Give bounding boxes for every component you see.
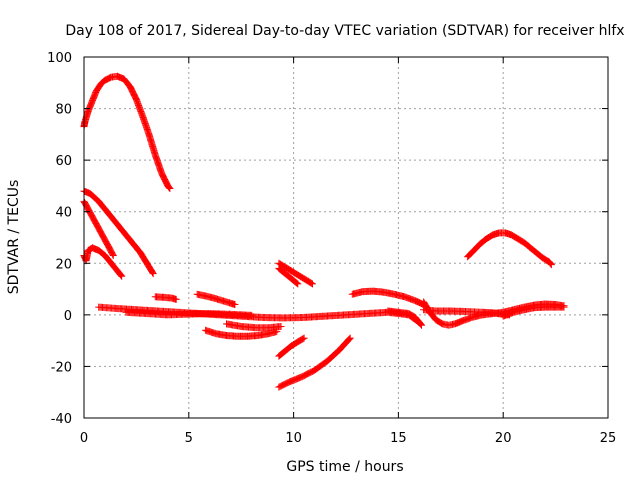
series-arc-13 [275,334,308,360]
plot-frame [83,56,609,419]
data-points [275,334,354,391]
series-arc-6 [122,308,256,319]
x-axis-title: GPS time / hours [286,459,403,475]
data-points [275,259,316,288]
data-points [80,244,126,280]
y-axis-title: SDTVAR / TECUs [6,180,22,295]
x-tick-label: 20 [495,431,512,446]
data-points [80,72,174,192]
data-points [348,287,428,308]
y-tick-label: -40 [51,412,72,427]
x-tick-label: 25 [600,431,617,446]
data-points [151,293,180,303]
data-points [223,320,285,332]
y-tick-label: 100 [47,51,72,66]
series-arc-15 [348,287,428,308]
y-tick-label: 60 [55,154,72,169]
series-arc-11 [275,259,316,288]
data-points [122,308,256,319]
y-tick-label: 0 [64,309,72,324]
data-points [420,306,513,319]
series-arc-7 [151,293,180,303]
x-tick-label: 10 [285,431,302,446]
data-points [202,326,281,340]
data-points [499,303,568,320]
series-arc-1 [80,72,174,192]
grid-lines [84,57,608,418]
data-points [80,187,157,278]
series-arc-19 [499,303,568,320]
x-tick-label: 0 [80,431,88,446]
axis-ticks [83,56,609,419]
series-arc-4 [80,244,126,280]
data-points [193,290,239,308]
series-arc-14 [275,334,354,391]
series-arc-16 [384,307,425,329]
series-arc-8 [193,290,239,308]
series-arc-20 [464,229,555,269]
x-tick-label: 15 [390,431,407,446]
y-tick-label: 80 [55,103,72,118]
data-points [275,334,308,360]
data-points [275,264,302,288]
data-series [80,72,568,391]
x-tick-label: 5 [185,431,193,446]
data-points [384,307,425,329]
data-points [464,229,555,269]
y-tick-label: 20 [55,257,72,272]
y-tick-label: -20 [51,360,72,375]
chart-title: Day 108 of 2017, Sidereal Day-to-day VTE… [65,23,624,39]
series-arc-2 [80,187,157,278]
series-arc-12 [275,264,302,288]
series-arc-9 [202,326,281,340]
axis-tick-labels: 0 5 10 15 20 25 -40 -20 0 20 40 60 80 100 [47,51,616,446]
series-arc-18 [420,306,513,319]
y-tick-label: 40 [55,206,72,221]
series-arc-10 [223,320,285,332]
